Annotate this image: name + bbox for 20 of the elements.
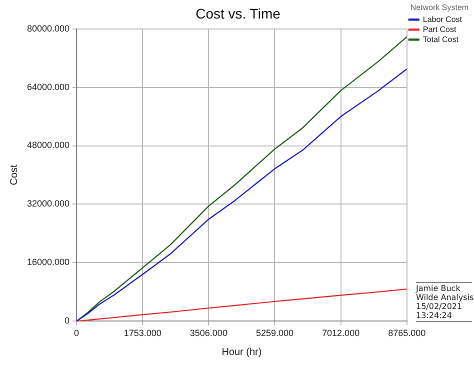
legend-label: Part Cost [422, 24, 457, 34]
x-axis-title: Hour (hr) [222, 346, 262, 358]
y-axis-title: Cost [8, 164, 20, 186]
y-tick-label: 80000.000 [26, 23, 70, 34]
y-tick-label: 16000.000 [26, 257, 70, 268]
legend-title: Network System [410, 3, 469, 12]
x-tick-label: 7012.000 [322, 328, 360, 338]
x-tick-label: 3506.000 [190, 328, 228, 338]
y-tick-label: 48000.000 [26, 140, 70, 150]
x-tick-label: 5259.000 [256, 328, 294, 338]
x-tick-label: 0 [74, 328, 80, 338]
legend-label: Total Cost [422, 34, 460, 44]
text: Jamie Buck Wilde Analysis 15/02/2021 13:24:24 [416, 282, 474, 322]
y-tick-label: 32000.000 [26, 198, 70, 209]
legend-label: Labor Cost [422, 14, 463, 24]
x-tick-label: 8765.000 [388, 328, 426, 338]
y-tick-label: 0 [64, 316, 70, 326]
x-tick-label: 1753.000 [124, 328, 162, 338]
chart-title: Cost vs. Time [196, 5, 281, 22]
y-tick-label: 64000.000 [26, 82, 70, 92]
